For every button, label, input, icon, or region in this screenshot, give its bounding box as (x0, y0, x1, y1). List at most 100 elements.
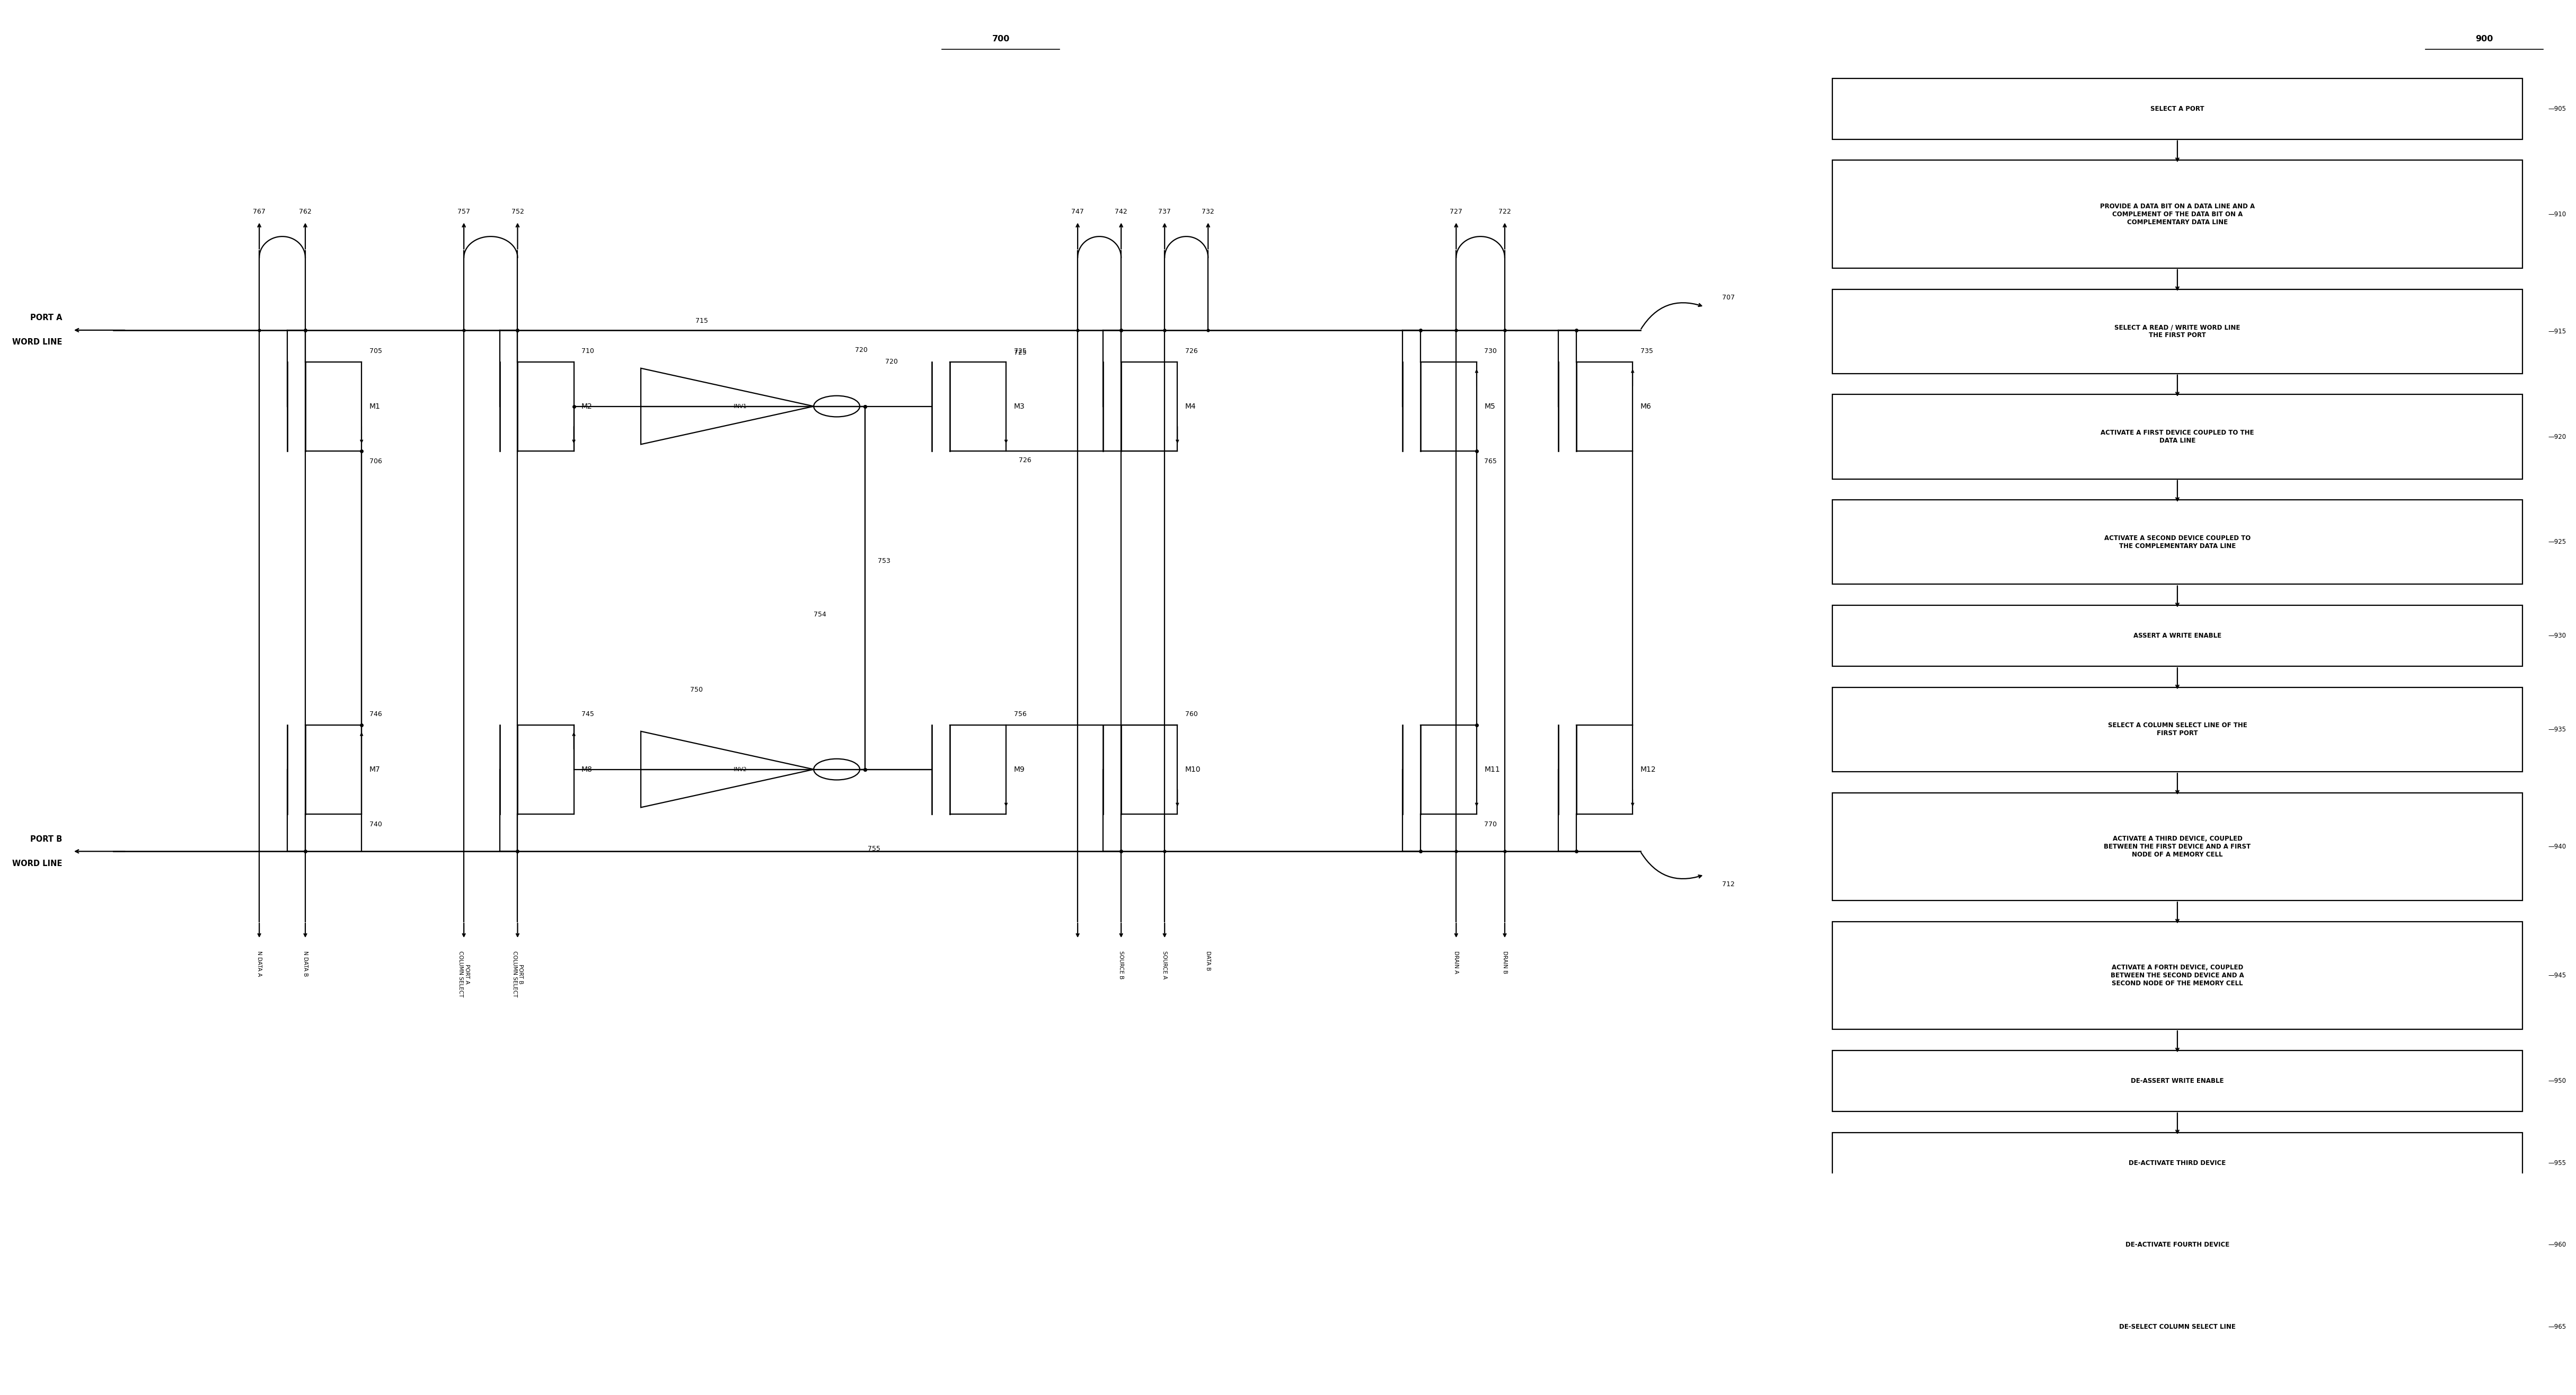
FancyBboxPatch shape (1832, 1296, 2522, 1357)
Text: PORT B
COLUMN SELECT: PORT B COLUMN SELECT (513, 951, 523, 997)
Text: DATA B: DATA B (1206, 951, 1211, 971)
Text: 767: 767 (252, 208, 265, 215)
Text: ACTIVATE A FORTH DEVICE, COUPLED
BETWEEN THE SECOND DEVICE AND A
SECOND NODE OF : ACTIVATE A FORTH DEVICE, COUPLED BETWEEN… (2110, 964, 2244, 986)
Text: 765: 765 (1484, 458, 1497, 465)
Text: —910: —910 (2548, 211, 2566, 218)
Text: 707: 707 (1723, 294, 1734, 301)
Text: ASSERT A WRITE ENABLE: ASSERT A WRITE ENABLE (2133, 632, 2221, 639)
Text: 735: 735 (1641, 347, 1654, 354)
Text: DRAIN B: DRAIN B (1502, 951, 1507, 974)
Text: —960: —960 (2548, 1242, 2566, 1249)
Text: 725: 725 (1015, 347, 1025, 354)
Text: 745: 745 (582, 711, 595, 718)
FancyBboxPatch shape (1832, 1133, 2522, 1193)
Text: M1: M1 (368, 403, 381, 410)
Text: ACTIVATE A FIRST DEVICE COUPLED TO THE
DATA LINE: ACTIVATE A FIRST DEVICE COUPLED TO THE D… (2099, 430, 2254, 444)
Text: 754: 754 (814, 611, 827, 618)
Text: 755: 755 (868, 845, 881, 852)
Text: 700: 700 (992, 35, 1010, 43)
Text: WORD LINE: WORD LINE (13, 339, 62, 346)
FancyBboxPatch shape (1832, 160, 2522, 268)
Text: WORD LINE: WORD LINE (13, 859, 62, 868)
Text: 732: 732 (1203, 208, 1213, 215)
Text: 710: 710 (582, 347, 595, 354)
Text: 722: 722 (1499, 208, 1512, 215)
Text: PORT A: PORT A (31, 314, 62, 322)
Text: 900: 900 (2476, 35, 2494, 43)
FancyBboxPatch shape (1832, 792, 2522, 901)
Text: M3: M3 (1015, 403, 1025, 410)
Text: 750: 750 (690, 686, 703, 693)
FancyBboxPatch shape (1832, 499, 2522, 585)
Text: —945: —945 (2548, 972, 2566, 979)
Text: 705: 705 (368, 347, 381, 354)
Text: 730: 730 (1484, 347, 1497, 354)
Text: —905: —905 (2548, 106, 2566, 112)
Text: M6: M6 (1641, 403, 1651, 410)
Text: 712: 712 (1723, 880, 1734, 887)
Text: INV1: INV1 (734, 403, 747, 409)
Text: 756: 756 (1015, 711, 1025, 718)
FancyBboxPatch shape (1832, 289, 2522, 374)
FancyBboxPatch shape (1832, 605, 2522, 667)
Text: DE-ACTIVATE FOURTH DEVICE: DE-ACTIVATE FOURTH DEVICE (2125, 1242, 2228, 1249)
Text: 770: 770 (1484, 820, 1497, 827)
Text: 726: 726 (1020, 456, 1030, 463)
Text: N DATA A: N DATA A (258, 951, 263, 976)
Text: —940: —940 (2548, 843, 2566, 850)
Text: DE-ASSERT WRITE ENABLE: DE-ASSERT WRITE ENABLE (2130, 1077, 2223, 1084)
Text: 760: 760 (1185, 711, 1198, 718)
Text: —965: —965 (2548, 1324, 2566, 1331)
FancyBboxPatch shape (1832, 1378, 2522, 1395)
Text: N DATA B: N DATA B (301, 951, 309, 976)
FancyBboxPatch shape (1832, 922, 2522, 1030)
Text: 737: 737 (1159, 208, 1172, 215)
Text: SOURCE A: SOURCE A (1162, 951, 1167, 979)
Text: —950: —950 (2548, 1077, 2566, 1084)
Text: —915: —915 (2548, 328, 2566, 335)
Text: M5: M5 (1484, 403, 1494, 410)
Text: 720: 720 (886, 359, 899, 365)
Text: M2: M2 (582, 403, 592, 410)
Text: ACTIVATE A THIRD DEVICE, COUPLED
BETWEEN THE FIRST DEVICE AND A FIRST
NODE OF A : ACTIVATE A THIRD DEVICE, COUPLED BETWEEN… (2105, 836, 2251, 858)
Text: 753: 753 (878, 558, 891, 565)
Text: M9: M9 (1015, 766, 1025, 773)
Text: 747: 747 (1072, 208, 1084, 215)
Text: M4: M4 (1185, 403, 1195, 410)
Text: 725: 725 (1015, 349, 1025, 356)
Text: 727: 727 (1450, 208, 1463, 215)
Text: M11: M11 (1484, 766, 1499, 773)
Text: PORT B: PORT B (31, 836, 62, 843)
Text: 715: 715 (696, 318, 708, 324)
Text: 720: 720 (855, 347, 868, 353)
FancyBboxPatch shape (1832, 1215, 2522, 1275)
Text: SELECT A READ / WRITE WORD LINE
THE FIRST PORT: SELECT A READ / WRITE WORD LINE THE FIRS… (2115, 324, 2241, 339)
Text: 740: 740 (368, 820, 381, 827)
Text: PROVIDE A DATA BIT ON A DATA LINE AND A
COMPLEMENT OF THE DATA BIT ON A
COMPLEME: PROVIDE A DATA BIT ON A DATA LINE AND A … (2099, 202, 2254, 226)
Text: DE-ACTIVATE THIRD DEVICE: DE-ACTIVATE THIRD DEVICE (2128, 1159, 2226, 1166)
Text: 757: 757 (459, 208, 471, 215)
Text: ACTIVATE A SECOND DEVICE COUPLED TO
THE COMPLEMENTARY DATA LINE: ACTIVATE A SECOND DEVICE COUPLED TO THE … (2105, 534, 2251, 550)
FancyBboxPatch shape (1832, 78, 2522, 140)
Text: 742: 742 (1115, 208, 1128, 215)
FancyBboxPatch shape (1832, 395, 2522, 478)
Text: M10: M10 (1185, 766, 1200, 773)
Text: PORT A
COLUMN SELECT: PORT A COLUMN SELECT (459, 951, 469, 997)
Text: —930: —930 (2548, 632, 2566, 639)
Text: SOURCE B: SOURCE B (1118, 951, 1123, 979)
Text: M12: M12 (1641, 766, 1656, 773)
FancyBboxPatch shape (1832, 688, 2522, 771)
Text: 726: 726 (1185, 347, 1198, 354)
FancyBboxPatch shape (1832, 1050, 2522, 1112)
Text: —925: —925 (2548, 538, 2566, 545)
Text: M8: M8 (582, 766, 592, 773)
Text: —935: —935 (2548, 727, 2566, 732)
Text: M7: M7 (368, 766, 381, 773)
Text: 752: 752 (510, 208, 523, 215)
Text: —920: —920 (2548, 434, 2566, 441)
Text: —955: —955 (2548, 1159, 2566, 1166)
Text: SELECT A PORT: SELECT A PORT (2151, 106, 2205, 112)
Text: 746: 746 (368, 711, 381, 718)
Text: 706: 706 (368, 458, 381, 465)
Text: DRAIN A: DRAIN A (1453, 951, 1458, 974)
